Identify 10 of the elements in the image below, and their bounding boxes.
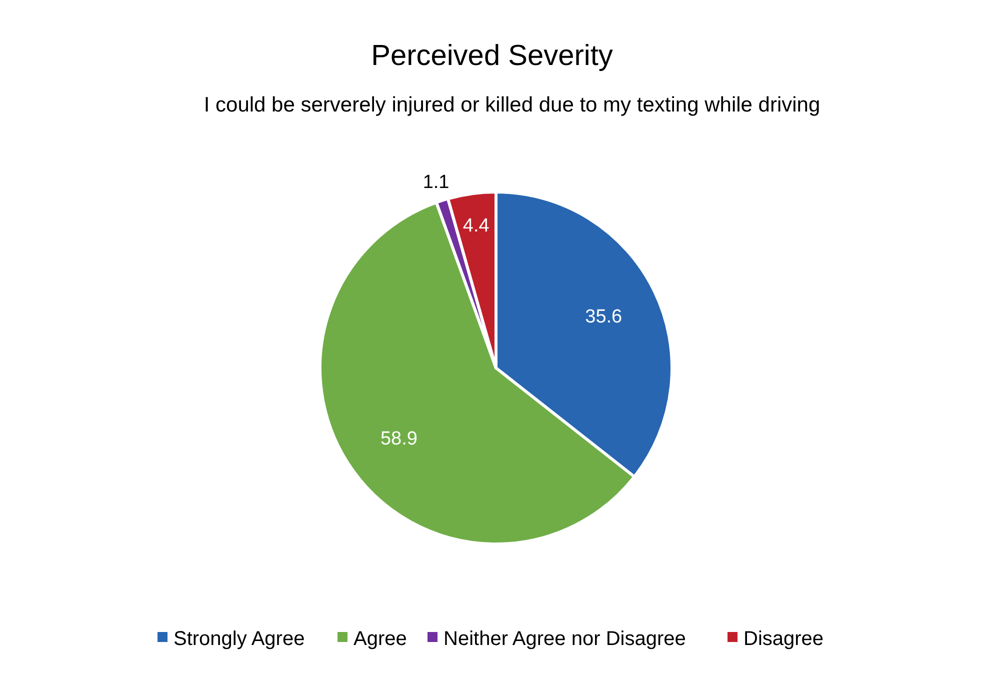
legend-label: Agree — [354, 628, 407, 650]
legend-label: Disagree — [744, 628, 824, 650]
legend-label: Strongly Agree — [174, 628, 305, 650]
chart-subtitle: I could be serverely injured or killed due to my texting while driving — [204, 93, 820, 116]
data-label: 4.4 — [462, 216, 490, 237]
data-label: 35.6 — [585, 306, 622, 328]
data-label: 58.9 — [380, 428, 418, 450]
chart-title: Perceived Severity — [371, 40, 614, 72]
data-label: 1.1 — [422, 172, 450, 194]
legend-label: Neither Agree nor Disagree — [444, 628, 686, 650]
